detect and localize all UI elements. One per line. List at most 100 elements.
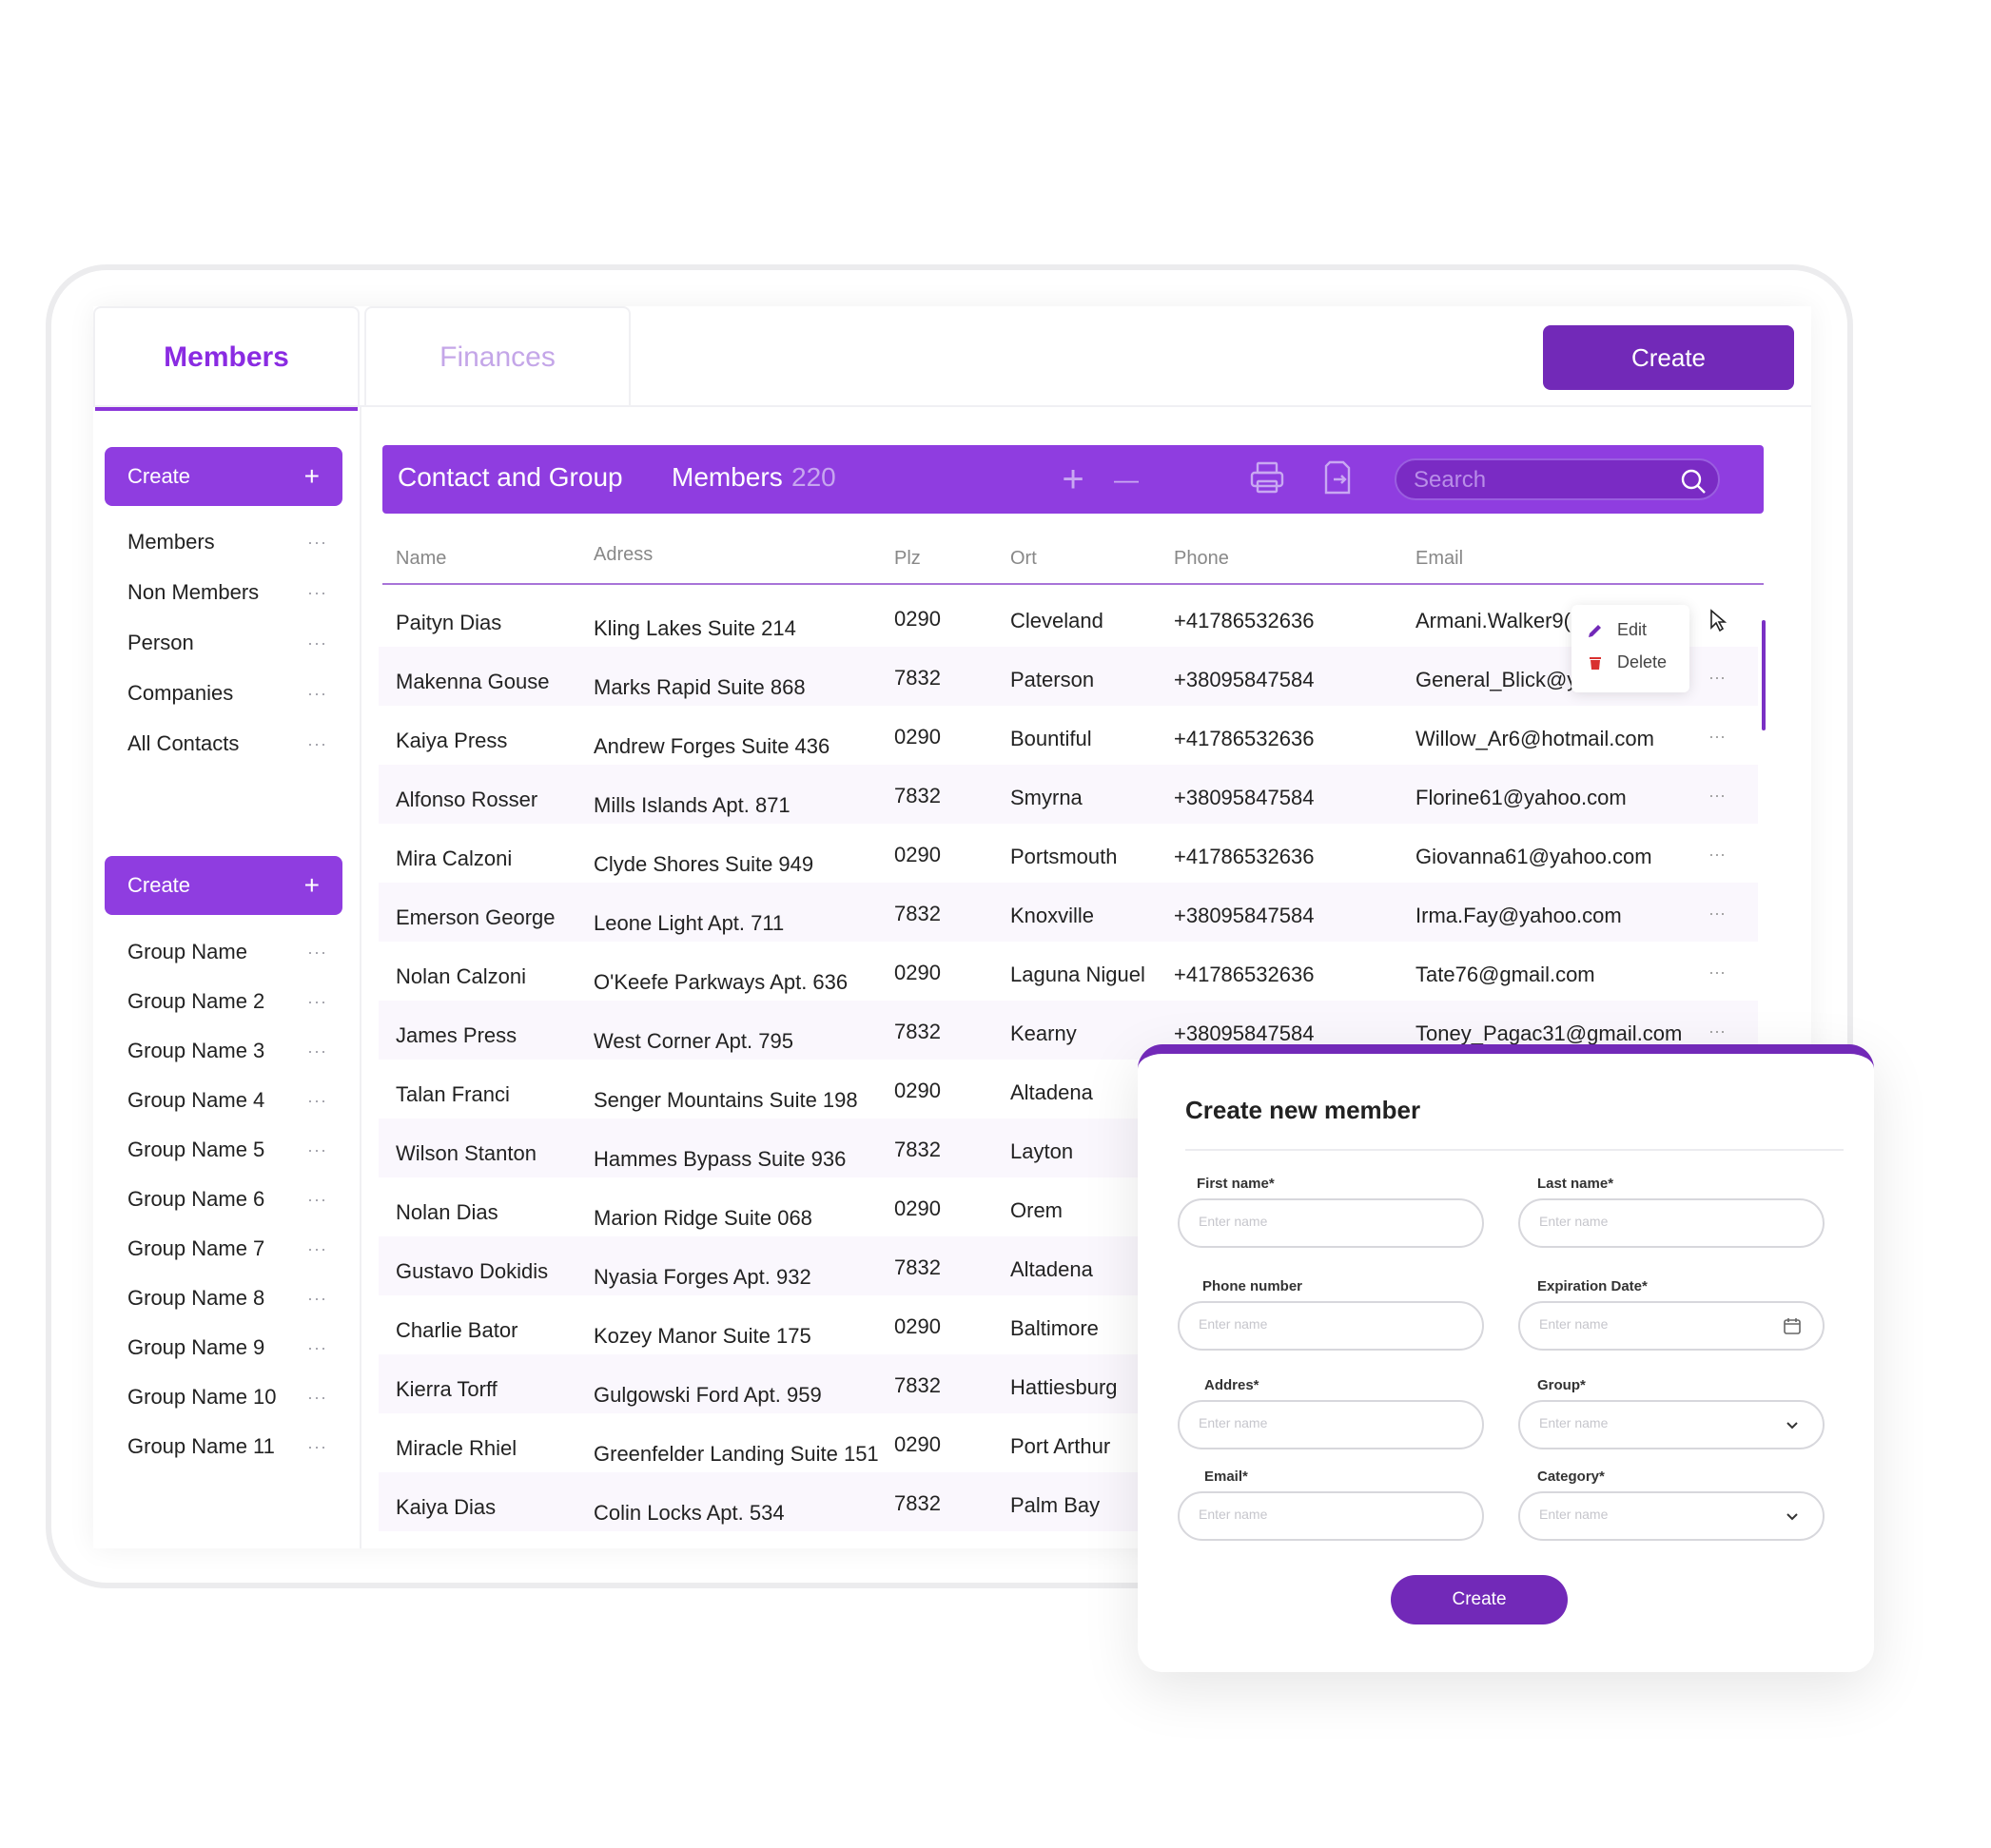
sidebar-group-item[interactable]: Group Name 3 ··· (127, 1037, 327, 1065)
more-icon[interactable]: ··· (307, 1139, 327, 1159)
email-field[interactable] (1178, 1491, 1484, 1541)
sidebar-group-item[interactable]: Group Name 4 ··· (127, 1086, 327, 1115)
row-more-icon[interactable]: ··· (1708, 1021, 1726, 1041)
table-row[interactable]: Miracle Rhiel Greenfelder Landing Suite 1… (379, 1413, 1758, 1472)
sidebar-group-item[interactable]: Group Name 11 ··· (127, 1432, 327, 1461)
row-more-icon[interactable]: ··· (1708, 668, 1726, 687)
table-row[interactable]: Kaiya Press Andrew Forges Suite 436 0290 Bo… (379, 706, 1758, 765)
sidebar-group-item[interactable]: Group Name 5 ··· (127, 1136, 327, 1164)
column-header[interactable]: Plz (894, 548, 921, 569)
row-more-icon[interactable]: ··· (1708, 845, 1726, 864)
more-icon[interactable]: ··· (307, 582, 327, 602)
group-input[interactable] (1539, 1415, 1777, 1430)
create-group-button[interactable]: Create + (105, 856, 342, 915)
row-more-icon[interactable]: ··· (1708, 904, 1726, 923)
table-cell: Miracle Rhiel (396, 1436, 517, 1460)
create-contact-button[interactable]: Create + (105, 447, 342, 506)
more-icon[interactable]: ··· (307, 632, 327, 652)
group-select[interactable] (1518, 1400, 1825, 1449)
first-name-field[interactable] (1178, 1198, 1484, 1248)
column-header[interactable]: Ort (1010, 548, 1037, 569)
phone-input[interactable] (1199, 1316, 1436, 1332)
more-icon[interactable]: ··· (307, 1238, 327, 1258)
more-icon[interactable]: ··· (307, 1436, 327, 1456)
table-row[interactable]: Charlie Bator Kozey Manor Suite 175 0290 Ba… (379, 1295, 1758, 1354)
chevron-down-icon[interactable] (1783, 1415, 1802, 1434)
modal-create-button[interactable]: Create (1391, 1575, 1568, 1624)
more-icon[interactable]: ··· (307, 1337, 327, 1357)
row-more-icon[interactable]: ··· (1708, 963, 1726, 982)
last-name-field[interactable] (1518, 1198, 1825, 1248)
sidebar-item[interactable]: Companies ··· (127, 679, 327, 708)
table-cell: Kozey Manor Suite 175 (594, 1324, 811, 1348)
sidebar-item[interactable]: All Contacts ··· (127, 729, 327, 758)
sidebar-item[interactable]: Members ··· (127, 528, 327, 556)
sidebar-group-item[interactable]: Group Name 7 ··· (127, 1235, 327, 1263)
more-icon[interactable]: ··· (307, 683, 327, 703)
table-scrollbar[interactable] (1762, 620, 1766, 730)
sidebar-item[interactable]: Non Members ··· (127, 578, 327, 607)
category-select[interactable] (1518, 1491, 1825, 1541)
more-icon[interactable]: ··· (307, 532, 327, 552)
table-row[interactable]: Mira Calzoni Clyde Shores Suite 949 0290 Po… (379, 824, 1758, 883)
sidebar-group-item[interactable]: Group Name 8 ··· (127, 1284, 327, 1313)
address-field[interactable] (1178, 1400, 1484, 1449)
search-icon[interactable] (1680, 468, 1707, 495)
table-row[interactable]: Makenna Gouse Marks Rapid Suite 868 7832 Pa… (379, 647, 1758, 706)
table-cell: O'Keefe Parkways Apt. 636 (594, 970, 849, 994)
tab-finances[interactable]: Finances (364, 306, 631, 407)
more-icon[interactable]: ··· (307, 1090, 327, 1110)
search-box[interactable] (1395, 458, 1720, 500)
more-icon[interactable]: ··· (307, 1387, 327, 1407)
more-icon[interactable]: ··· (307, 1041, 327, 1060)
more-icon[interactable]: ··· (307, 1189, 327, 1209)
expiration-field[interactable] (1518, 1301, 1825, 1351)
sidebar-group-item[interactable]: Group Name 9 ··· (127, 1333, 327, 1362)
sidebar-item[interactable]: Person ··· (127, 629, 327, 657)
category-input[interactable] (1539, 1507, 1777, 1522)
table-cell: Leone Light Apt. 711 (594, 911, 785, 935)
row-more-icon[interactable]: ··· (1708, 786, 1726, 805)
calendar-icon[interactable] (1783, 1316, 1802, 1335)
sidebar-group-item[interactable]: Group Name ··· (127, 938, 327, 966)
search-input[interactable] (1414, 466, 1670, 495)
add-icon[interactable]: + (1062, 458, 1084, 500)
delete-menu-item[interactable]: Delete (1587, 652, 1667, 672)
print-icon[interactable] (1246, 458, 1288, 500)
sidebar-group-item[interactable]: Group Name 2 ··· (127, 987, 327, 1016)
address-input[interactable] (1199, 1415, 1436, 1430)
table-cell: 0290 (894, 1079, 941, 1102)
table-cell: Florine61@yahoo.com (1415, 786, 1627, 809)
table-cell: James Press (396, 1023, 517, 1047)
table-row[interactable]: Nolan Dias Marion Ridge Suite 068 0290 Orem (379, 1177, 1758, 1236)
email-input[interactable] (1199, 1507, 1436, 1522)
sidebar-group-item[interactable]: Group Name 6 ··· (127, 1185, 327, 1214)
row-more-icon[interactable]: ··· (1708, 727, 1726, 746)
more-icon[interactable]: ··· (307, 991, 327, 1011)
create-contact-label: Create (127, 464, 191, 488)
sidebar-group-item[interactable]: Group Name 10 ··· (127, 1383, 327, 1411)
export-icon[interactable] (1317, 458, 1358, 500)
column-header[interactable]: Adress (594, 544, 654, 565)
more-icon[interactable]: ··· (307, 733, 327, 753)
table-row[interactable]: Paityn Dias Kling Lakes Suite 214 0290 Clev… (379, 588, 1758, 647)
table-row[interactable]: Nolan Calzoni O'Keefe Parkways Apt. 636 02… (379, 942, 1758, 1001)
edit-menu-item[interactable]: Edit (1587, 620, 1647, 640)
column-header[interactable]: Name (396, 548, 447, 569)
expiration-input[interactable] (1539, 1316, 1777, 1332)
chevron-down-icon[interactable] (1783, 1507, 1802, 1526)
table-row[interactable]: Emerson George Leone Light Apt. 711 7832 Kn… (379, 883, 1758, 942)
more-icon[interactable]: ··· (307, 1288, 327, 1308)
first-name-input[interactable] (1199, 1214, 1436, 1229)
remove-icon[interactable]: — (1114, 465, 1139, 494)
create-group-label: Create (127, 873, 191, 897)
create-button[interactable]: Create (1543, 325, 1794, 390)
table-row[interactable]: Talan Franci Senger Mountains Suite 198 02… (379, 1060, 1758, 1119)
more-icon[interactable]: ··· (307, 942, 327, 962)
phone-field[interactable] (1178, 1301, 1484, 1351)
column-header[interactable]: Phone (1174, 548, 1229, 569)
column-header[interactable]: Email (1415, 548, 1464, 569)
last-name-input[interactable] (1539, 1214, 1777, 1229)
tab-members[interactable]: Members (93, 306, 360, 411)
table-row[interactable]: Alfonso Rosser Mills Islands Apt. 871 7832… (379, 765, 1758, 824)
